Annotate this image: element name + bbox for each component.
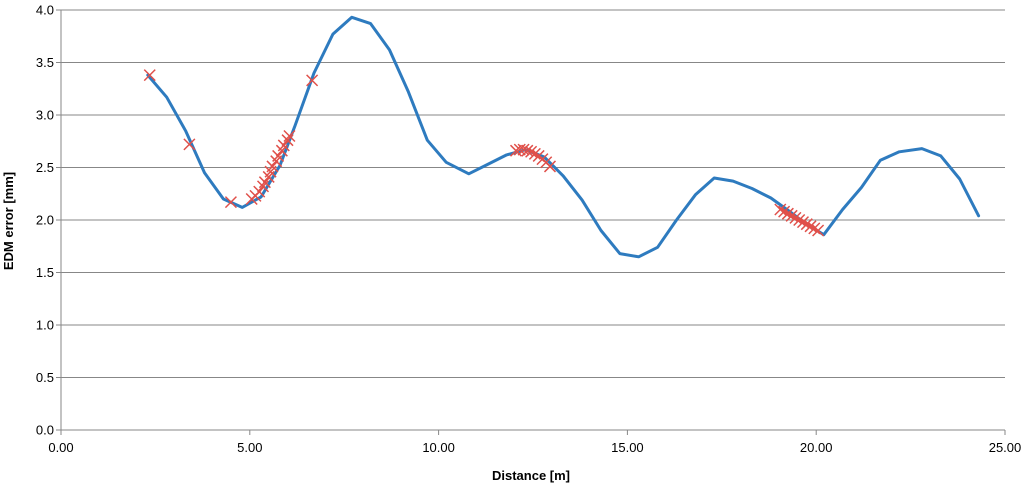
x-marker-point: [804, 220, 817, 233]
y-tick-label: 0.0: [36, 423, 54, 438]
x-marker-point: [808, 222, 821, 235]
x-marker-point: [525, 145, 538, 158]
x-tick-label: 0.00: [48, 440, 73, 455]
x-marker-point: [789, 211, 802, 224]
x-marker-point: [778, 205, 791, 218]
x-marker-point: [283, 129, 296, 143]
x-marker-point: [306, 74, 319, 87]
y-tick-label: 3.5: [36, 55, 54, 70]
x-marker-point: [543, 160, 557, 173]
x-marker-point: [781, 207, 794, 220]
x-marker-point: [143, 69, 156, 82]
x-marker-point: [517, 143, 530, 156]
x-marker-point: [272, 149, 285, 162]
x-marker-point: [793, 213, 806, 227]
x-marker-point: [528, 147, 541, 160]
x-tick-label: 25.00: [989, 440, 1022, 455]
y-tick-label: 3.0: [36, 108, 54, 123]
x-tick-label: 10.00: [422, 440, 455, 455]
x-marker-point: [224, 196, 237, 209]
y-tick-label: 0.5: [36, 370, 54, 385]
y-tick-label: 2.5: [36, 160, 54, 175]
y-tick-label: 1.5: [36, 265, 54, 280]
x-marker-point: [796, 216, 810, 229]
y-tick-label: 2.0: [36, 213, 54, 228]
axes: [56, 9, 1006, 435]
x-marker-point: [785, 209, 798, 222]
x-marker-point: [253, 185, 266, 198]
x-marker-point: [521, 144, 534, 157]
x-marker-point: [812, 224, 825, 237]
x-axis-title: Distance [m]: [492, 468, 570, 483]
series: [143, 15, 981, 259]
x-marker-point: [774, 203, 787, 216]
x-marker-point: [266, 160, 279, 173]
x-tick-label: 20.00: [800, 440, 833, 455]
y-tick-label: 1.0: [36, 318, 54, 333]
data-line: [146, 15, 981, 259]
x-marker-point: [183, 138, 196, 151]
x-marker-point: [277, 139, 290, 152]
y-axis-title: EDM error [mm]: [1, 172, 16, 270]
x-marker-point: [800, 218, 813, 231]
x-marker-point: [281, 134, 294, 147]
x-tick-label: 15.00: [611, 440, 644, 455]
tick-labels: 0.0 0.5 1.0 1.5 2.0 2.5 3.0 3.5 4.0 0.00 5.00 10.00…: [36, 3, 1021, 456]
x-tick-label: 5.00: [237, 440, 262, 455]
y-tick-label: 4.0: [36, 3, 54, 18]
grid-lines: [61, 9, 1005, 378]
x-marker-point: [258, 176, 271, 189]
x-marker-point: [256, 180, 270, 193]
